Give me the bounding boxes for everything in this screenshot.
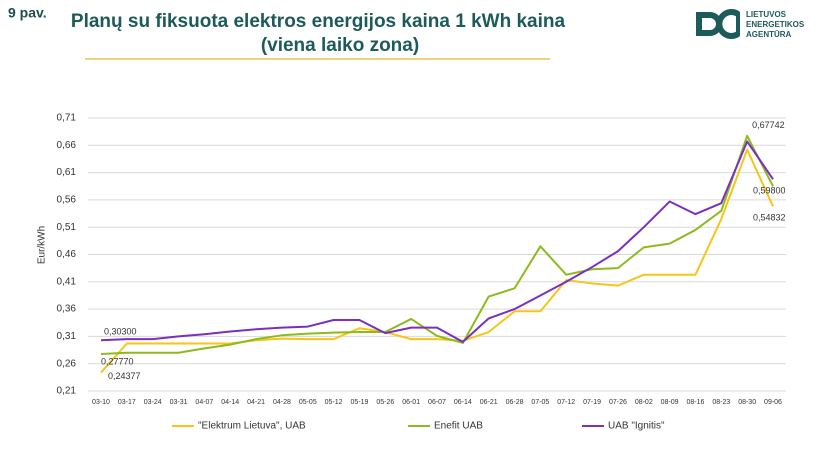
x-tick-label: 08-09 [661, 399, 679, 406]
x-tick-label: 04-21 [247, 399, 265, 406]
y-tick-label: 0,26 [57, 358, 77, 369]
x-tick-label: 05-26 [376, 399, 394, 406]
x-tick-label: 04-28 [273, 399, 291, 406]
y-tick-label: 0,36 [57, 304, 77, 315]
data-label: 0,67742 [752, 120, 785, 130]
figure-label: 9 pav. [8, 5, 47, 21]
x-tick-label: 07-26 [609, 399, 627, 406]
data-label: 0,27770 [101, 356, 134, 366]
y-tick-label: 0,31 [57, 331, 77, 342]
legend-label: "Elektrum Lietuva", UAB [198, 421, 306, 432]
legend-label: Enefit UAB [434, 421, 483, 432]
chart-title: (viena laiko zona) [261, 35, 419, 56]
y-tick-label: 0,66 [57, 140, 77, 151]
logo: LIETUVOS ENERGETIKOS AGENTŪRA [696, 9, 805, 39]
x-tick-label: 03-24 [144, 399, 162, 406]
y-tick-label: 0,61 [57, 167, 77, 178]
x-tick-label: 05-12 [325, 399, 343, 406]
x-tick-label: 06-14 [454, 399, 472, 406]
logo-mark [716, 9, 740, 39]
x-tick-label: 04-14 [221, 399, 239, 406]
x-tick-label: 07-05 [531, 399, 549, 406]
x-tick-label: 08-23 [712, 399, 730, 406]
x-tick-label: 06-28 [506, 399, 524, 406]
x-tick-label: 08-16 [687, 399, 705, 406]
logo-text: ENERGETIKOS [746, 20, 805, 29]
y-tick-label: 0,21 [57, 386, 77, 397]
y-tick-label: 0,71 [57, 113, 77, 124]
series-line [100, 134, 774, 356]
series-line [100, 140, 774, 343]
legend-label: UAB "Ignitis" [608, 421, 665, 432]
data-label: 0,30300 [104, 327, 137, 337]
y-tick-label: 0,46 [57, 249, 77, 260]
logo-mark [696, 12, 722, 36]
y-tick-label: 0,56 [57, 195, 77, 206]
series-line [100, 148, 774, 374]
x-tick-label: 07-12 [557, 399, 575, 406]
x-tick-label: 05-19 [351, 399, 369, 406]
logo-mark [736, 12, 740, 36]
data-label: 0,24377 [108, 371, 141, 381]
x-tick-label: 08-02 [635, 399, 653, 406]
x-tick-label: 06-01 [402, 399, 420, 406]
x-tick-label: 08-30 [738, 399, 756, 406]
x-tick-label: 09-06 [764, 399, 782, 406]
y-axis-label: Eur/kWh [37, 226, 48, 264]
logo-text: LIETUVOS [746, 10, 787, 19]
y-tick-label: 0,41 [57, 276, 77, 287]
data-label: 0,54832 [753, 213, 786, 223]
chart-title: Planų su fiksuota elektros energijos kai… [71, 11, 566, 32]
x-tick-label: 06-21 [480, 399, 498, 406]
x-tick-label: 03-31 [170, 399, 188, 406]
logo-text: AGENTŪRA [746, 30, 792, 39]
y-tick-label: 0,51 [57, 222, 77, 233]
x-tick-label: 04-07 [195, 399, 213, 406]
x-tick-label: 03-17 [118, 399, 136, 406]
x-tick-label: 03-10 [92, 399, 110, 406]
data-label: 0,59800 [753, 186, 786, 196]
x-tick-label: 06-07 [428, 399, 446, 406]
x-tick-label: 07-19 [583, 399, 601, 406]
x-tick-label: 05-05 [299, 399, 317, 406]
